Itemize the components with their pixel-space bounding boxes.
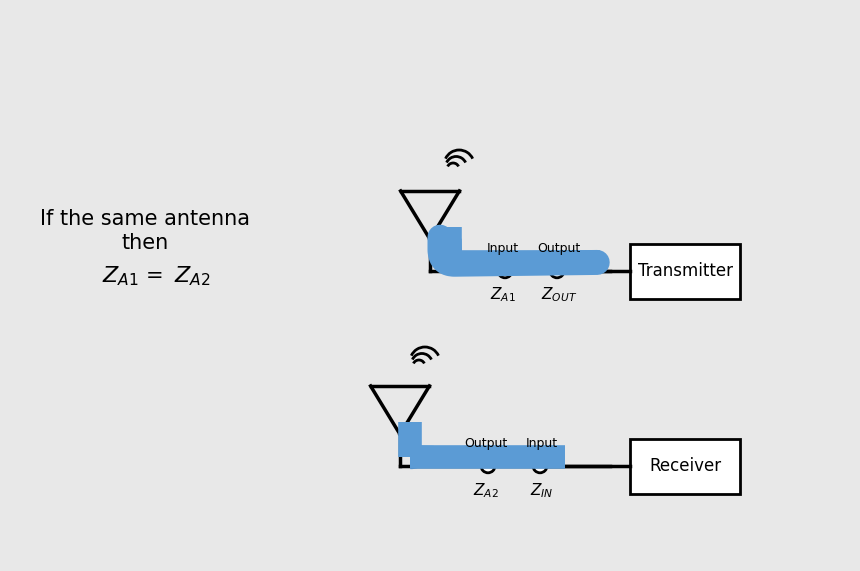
- Text: $Z_{A1}$: $Z_{A1}$: [101, 264, 138, 288]
- Text: Transmitter: Transmitter: [637, 262, 733, 280]
- Circle shape: [498, 264, 512, 278]
- Text: Receiver: Receiver: [649, 457, 721, 475]
- FancyBboxPatch shape: [630, 439, 740, 494]
- Text: $Z_{A2}$: $Z_{A2}$: [174, 264, 211, 288]
- Text: $Z_{OUT}$: $Z_{OUT}$: [541, 286, 577, 304]
- FancyBboxPatch shape: [630, 244, 740, 299]
- Text: Output: Output: [464, 437, 507, 450]
- Text: Input: Input: [526, 437, 558, 450]
- Circle shape: [533, 459, 547, 473]
- Text: $Z_{A1}$: $Z_{A1}$: [490, 286, 516, 304]
- Text: Input: Input: [487, 242, 519, 255]
- Text: Output: Output: [538, 242, 580, 255]
- Text: =: =: [146, 266, 163, 286]
- Text: $Z_{IN}$: $Z_{IN}$: [531, 481, 554, 500]
- Text: $Z_{A2}$: $Z_{A2}$: [473, 481, 499, 500]
- Circle shape: [481, 459, 495, 473]
- Text: If the same antenna
then: If the same antenna then: [40, 210, 250, 252]
- Circle shape: [550, 264, 564, 278]
